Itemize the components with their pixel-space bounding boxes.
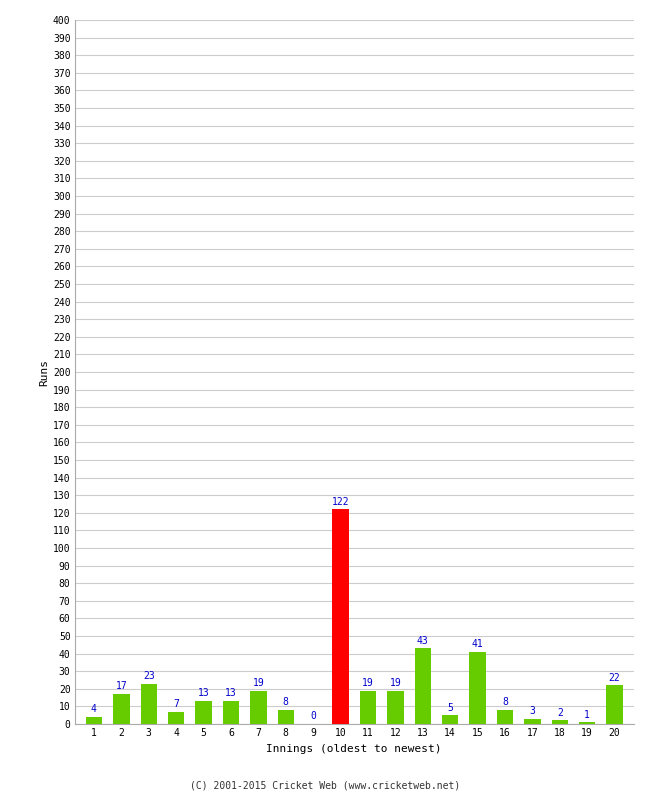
Y-axis label: Runs: Runs [39,358,49,386]
Bar [86,717,102,724]
Text: 19: 19 [252,678,264,688]
Bar [387,690,404,724]
Bar [359,690,376,724]
Text: 23: 23 [143,671,155,681]
Text: 8: 8 [502,698,508,707]
Bar [497,710,514,724]
Bar [195,701,212,724]
Text: 0: 0 [310,711,316,722]
Text: 19: 19 [362,678,374,688]
Text: 13: 13 [198,689,209,698]
Text: 19: 19 [389,678,401,688]
Bar [250,690,266,724]
Text: 1: 1 [584,710,590,720]
Bar [442,715,458,724]
Bar [579,722,595,724]
Text: 41: 41 [472,639,484,650]
Bar [140,683,157,724]
Text: 122: 122 [332,497,349,506]
Bar [278,710,294,724]
Text: 2: 2 [557,708,563,718]
Text: 4: 4 [91,704,97,714]
Bar [524,718,541,724]
Bar [552,721,568,724]
Text: 8: 8 [283,698,289,707]
Text: 22: 22 [608,673,621,682]
Text: 17: 17 [116,682,127,691]
Text: 7: 7 [173,699,179,709]
X-axis label: Innings (oldest to newest): Innings (oldest to newest) [266,744,442,754]
Bar [469,652,486,724]
Text: (C) 2001-2015 Cricket Web (www.cricketweb.net): (C) 2001-2015 Cricket Web (www.cricketwe… [190,781,460,790]
Text: 3: 3 [530,706,536,716]
Text: 13: 13 [225,689,237,698]
Bar [606,686,623,724]
Bar [223,701,239,724]
Bar [168,712,185,724]
Bar [113,694,129,724]
Text: 5: 5 [447,702,453,713]
Bar [415,648,431,724]
Bar [332,510,349,724]
Text: 43: 43 [417,636,428,646]
